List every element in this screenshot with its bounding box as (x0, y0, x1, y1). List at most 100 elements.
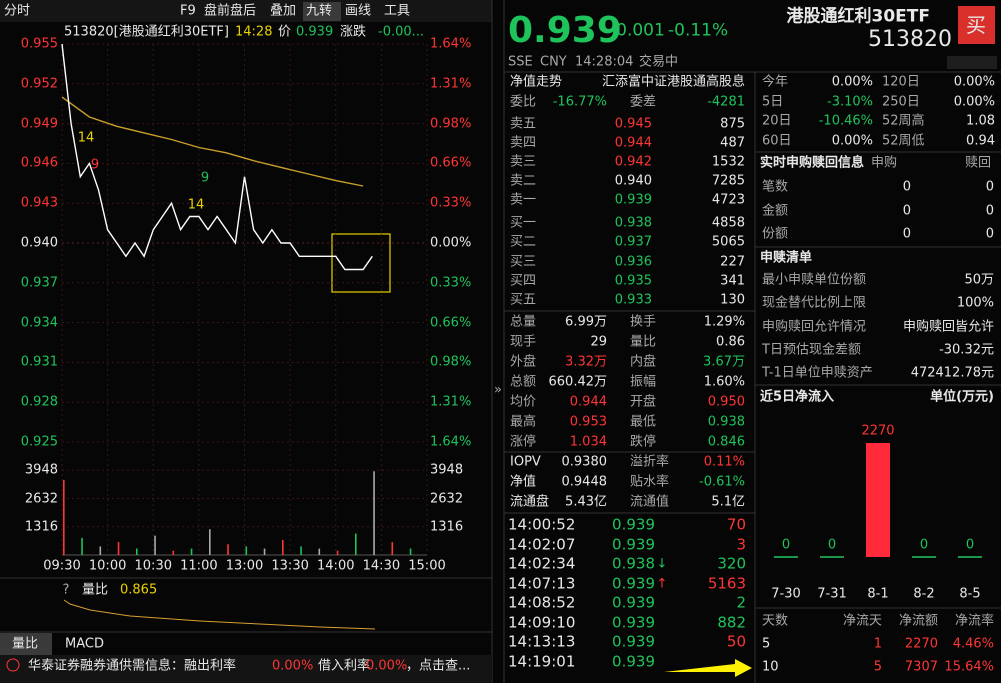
trade-volume: 70 (726, 515, 746, 534)
pct-tick-label: 0.33% (430, 275, 472, 291)
stat-value: 1.60% (703, 374, 745, 390)
creation-value: 0 (985, 179, 994, 195)
x-tick-label: 11:00 (180, 558, 218, 574)
flow-bar (866, 443, 890, 557)
ask-volume: 1532 (711, 154, 745, 170)
ticker-text: 借入利率 (318, 658, 371, 674)
tab[interactable]: 量比 (12, 636, 39, 652)
chart-header: 513820[港股通红利30ETF] (64, 24, 229, 40)
toolbar-item[interactable]: 工具 (384, 3, 411, 19)
bid-volume: 5065 (711, 234, 745, 250)
collapse-toggle[interactable]: » (494, 382, 502, 398)
volume-bar (209, 529, 211, 555)
trade-volume: 2 (736, 593, 746, 612)
etf-label: 净值 (510, 474, 537, 490)
perf-value: 0.00% (831, 133, 873, 148)
toolbar-item[interactable]: 盘前盘后 (204, 3, 257, 19)
perf-label: 5日 (762, 94, 784, 109)
bid-price: 0.936 (614, 254, 652, 270)
nine-turn-marker: 14 (187, 197, 205, 213)
ask-volume: 875 (720, 116, 745, 132)
summary-header: 净流额 (898, 613, 938, 629)
volume-tick-label: 3948 (24, 462, 58, 478)
toolbar-item[interactable]: 九转 (306, 3, 333, 19)
buy-button-bg[interactable] (958, 6, 995, 44)
toolbar-bg (0, 0, 492, 22)
ratio-cell: 委差 (630, 94, 657, 110)
y-tick-label: 0.943 (20, 195, 58, 211)
ask-label: 卖一 (510, 192, 537, 208)
nav-label[interactable]: 净值走势 (510, 74, 563, 90)
currency: CNY (540, 54, 567, 70)
active-tab (0, 633, 52, 655)
x-tick-label: 13:00 (225, 558, 264, 574)
pct-tick-label: 1.31% (430, 76, 472, 92)
summary-cell: 10 (762, 659, 779, 675)
stat-value: 0.950 (707, 394, 745, 410)
ticker-text: ，点击查... (406, 658, 471, 674)
y-tick-label: 0.937 (20, 275, 58, 291)
quote-time: 14:28:04 (575, 54, 634, 70)
trade-price: 0.939 (612, 535, 655, 553)
security-name: 港股通红利30ETF (786, 6, 930, 27)
toolbar-item[interactable]: 叠加 (270, 3, 297, 19)
active-tab (303, 2, 341, 21)
etf-label: 溢折率 (630, 454, 670, 470)
bid-volume: 4858 (711, 215, 745, 231)
stat-label: 外盘 (510, 354, 537, 370)
etf-label: 流通值 (630, 494, 670, 510)
ratio-cell: -4281 (707, 94, 745, 110)
y-tick-label: 0.955 (20, 36, 58, 52)
trade-volume: 320 (717, 554, 746, 573)
volume-bar (355, 533, 357, 555)
flow-value-label: 0 (919, 537, 929, 553)
summary-cell: 7307 (904, 659, 938, 675)
y-tick-label: 0.940 (20, 235, 58, 251)
buy-button[interactable]: 买 (966, 13, 986, 37)
toolbar-item[interactable]: F9 (180, 3, 196, 19)
list-value: -30.32元 (939, 342, 994, 358)
stat-label: 总量 (510, 314, 537, 330)
tab[interactable]: MACD (65, 636, 104, 652)
change-label: 涨跌 (340, 24, 367, 40)
volume-tick-label: 2632 (430, 491, 464, 506)
summary-cell: 5 (762, 636, 771, 652)
pct-tick-label: 1.64% (430, 36, 472, 52)
volume-bar (263, 548, 266, 555)
summary-header: 净流率 (954, 613, 994, 629)
toolbar-item[interactable]: 画线 (345, 3, 372, 19)
pct-tick-label: 1.64% (430, 434, 472, 450)
creation-value: 0 (902, 179, 911, 195)
stat-value: 0.938 (707, 414, 745, 430)
unit-label: 单位(万元) (930, 389, 994, 405)
y-tick-label: 0.949 (20, 116, 58, 132)
volume-bar (63, 479, 65, 555)
trade-time: 14:07:13 (508, 574, 576, 592)
bid-price: 0.933 (614, 292, 652, 308)
x-tick-label: 09:30 (43, 558, 81, 574)
ratio-label: 量比 (82, 582, 109, 598)
toolbar-item[interactable]: 分时 (4, 3, 31, 19)
ask-price: 0.939 (614, 192, 652, 208)
flow-category: 7-31 (817, 586, 847, 602)
perf-label: 52周高 (882, 113, 925, 129)
stat-value: 0.944 (569, 394, 607, 410)
pct-tick-label: 0.98% (430, 116, 472, 132)
volume-bar (245, 546, 248, 555)
trade-price: 0.939 (612, 593, 655, 612)
help-icon[interactable]: ? (62, 582, 70, 598)
volume-bar (336, 550, 339, 555)
change-value: -0.00... (378, 24, 425, 40)
etf-value: 0.9380 (561, 454, 608, 470)
list-value: 472412.78元 (910, 365, 994, 381)
trade-time: 14:00:52 (508, 515, 576, 534)
pct-tick-label: 0.33% (430, 195, 472, 211)
pct-tick-label: 0.66% (430, 315, 472, 331)
perf-label: 60日 (762, 133, 792, 148)
stat-label: 现手 (510, 334, 537, 350)
ask-label: 卖二 (510, 173, 537, 189)
trade-arrow: ↑ (656, 576, 668, 591)
bid-price: 0.937 (614, 234, 652, 250)
trade-time: 14:02:07 (508, 535, 576, 553)
bid-label: 买二 (510, 234, 537, 250)
